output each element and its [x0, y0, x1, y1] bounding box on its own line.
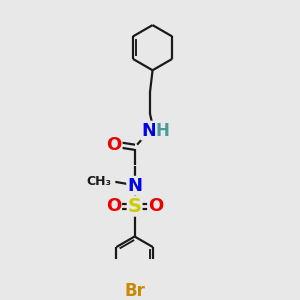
Text: O: O [106, 136, 122, 154]
Text: Br: Br [124, 282, 145, 300]
Text: H: H [156, 122, 170, 140]
Text: N: N [141, 122, 156, 140]
Text: O: O [106, 197, 121, 215]
Text: N: N [127, 177, 142, 195]
Text: S: S [128, 197, 142, 216]
Text: O: O [148, 197, 163, 215]
Text: CH₃: CH₃ [86, 176, 112, 188]
